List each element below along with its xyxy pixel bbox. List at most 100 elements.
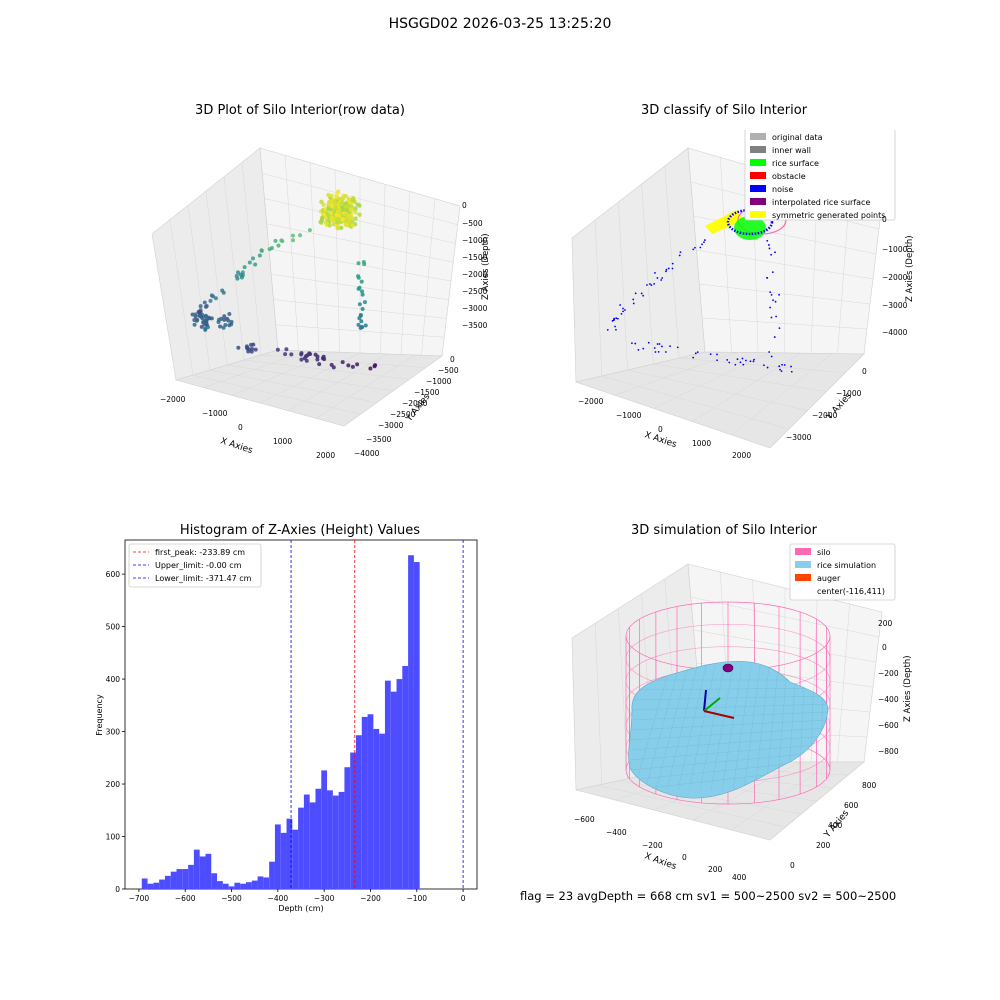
p1-ytick: −2000 (402, 399, 428, 408)
p2-xtick: 0 (658, 425, 663, 434)
p2-noise-point (763, 364, 765, 367)
rice-mesh-line (629, 687, 828, 691)
histogram-legend-label: Lower_limit: -371.47 cm (155, 574, 252, 583)
axis-arrow-x (703, 710, 735, 719)
rice-mesh-line (629, 703, 828, 711)
p2-noise-point (766, 276, 768, 279)
rice-mesh-line (629, 743, 828, 761)
p2-noise-point (646, 284, 648, 286)
histogram-bar (263, 877, 270, 889)
p4-legend-swatch (795, 548, 811, 555)
rice-mesh-line (629, 695, 828, 701)
p1-point (249, 342, 254, 347)
p1-point (334, 193, 339, 198)
grid-line (315, 354, 415, 419)
histogram-ytick-label: 600 (106, 570, 121, 579)
p2-noise-point (650, 284, 653, 287)
p1-point (259, 248, 264, 253)
p2-legend-swatch (750, 172, 766, 179)
p1-point (335, 225, 340, 230)
grid-line (594, 623, 603, 785)
p1-point (356, 322, 361, 327)
p1-point (195, 318, 200, 323)
grid-line (223, 176, 245, 361)
rice-mesh-line (688, 665, 716, 791)
p4-ztick: 200 (878, 619, 893, 628)
grid-line (696, 249, 874, 280)
p2-noise-point (709, 353, 712, 356)
histogram-bar (356, 735, 362, 889)
histogram-bar (315, 788, 322, 889)
rice-mesh-line (677, 665, 707, 791)
p1-xtick: −1000 (202, 409, 228, 418)
histogram-ytick-label: 200 (106, 780, 121, 789)
panel4-title: 3D simulation of Silo Interior (631, 523, 817, 538)
p1-point (356, 286, 361, 291)
grid-line (264, 198, 456, 244)
p2-noise-point (614, 325, 616, 328)
histogram-bar (413, 562, 420, 889)
grid-line (169, 219, 194, 376)
histogram-legend-label: Upper_limit: -0.00 cm (155, 561, 242, 570)
histogram-bar (309, 802, 316, 889)
p1-ztick: −1500 (462, 253, 488, 262)
p1-point (204, 303, 209, 308)
p2-noise-point (726, 359, 729, 361)
grid-line (693, 629, 877, 663)
p2-noise-point (781, 363, 783, 366)
p4-ytick: 600 (844, 801, 859, 810)
p1-point (257, 253, 262, 258)
p1-point (353, 216, 358, 221)
histogram-bar (205, 853, 212, 889)
p1-point (317, 362, 322, 367)
p1-zlabel: Z Axies (Depth) (481, 233, 491, 300)
p1-point (236, 270, 241, 275)
p1-point (331, 365, 336, 370)
p2-noise-point (741, 357, 744, 360)
p1-point (344, 212, 349, 217)
p2-noise-point (778, 293, 780, 296)
p1-ytick: −2500 (390, 410, 416, 419)
p4-xtick: 200 (708, 865, 723, 874)
p1-point (357, 316, 362, 321)
histogram-bar (321, 770, 328, 889)
p2-noise-point (661, 277, 664, 279)
histogram-xtick-label: −200 (360, 894, 381, 903)
p2-noise-point (615, 317, 618, 320)
p2-noise-point (694, 352, 697, 355)
p1-point (222, 317, 227, 322)
p1-point (334, 212, 339, 218)
p1-point (359, 319, 364, 324)
histogram-ytick-label: 300 (106, 728, 121, 737)
p2-legend-label: noise (772, 185, 793, 194)
p1-point (357, 302, 362, 307)
p1-point (349, 207, 355, 213)
p2-noise-point (658, 343, 661, 345)
p1-ytick: 0 (450, 355, 455, 364)
histogram-bar (217, 881, 223, 889)
p2-legend-swatch (750, 198, 766, 205)
p1-point (213, 296, 218, 301)
histogram-bar (228, 886, 235, 889)
p1-point (346, 363, 351, 368)
axis-arrow-y (703, 697, 721, 712)
histogram-bar (188, 864, 194, 889)
p2-noise-point (620, 312, 623, 315)
p1-point (200, 316, 205, 321)
rice-simulation-surface (628, 660, 829, 799)
p1-point (326, 206, 331, 212)
p2-noise-point (622, 307, 624, 310)
histogram-bar (286, 818, 293, 889)
grid-line (614, 352, 737, 396)
p1-point (291, 238, 296, 243)
histogram-legend (128, 543, 262, 588)
p1-point (218, 324, 223, 329)
p2-ytick: −2000 (812, 411, 838, 420)
histogram-legend-label: first_peak: -233.89 cm (155, 548, 245, 557)
p1-point (353, 206, 358, 211)
p2-noise-point (694, 246, 696, 249)
p1-point (205, 325, 210, 330)
p1-point (229, 322, 234, 327)
histogram-xtick-label: −300 (314, 894, 335, 903)
p1-point (279, 238, 284, 243)
